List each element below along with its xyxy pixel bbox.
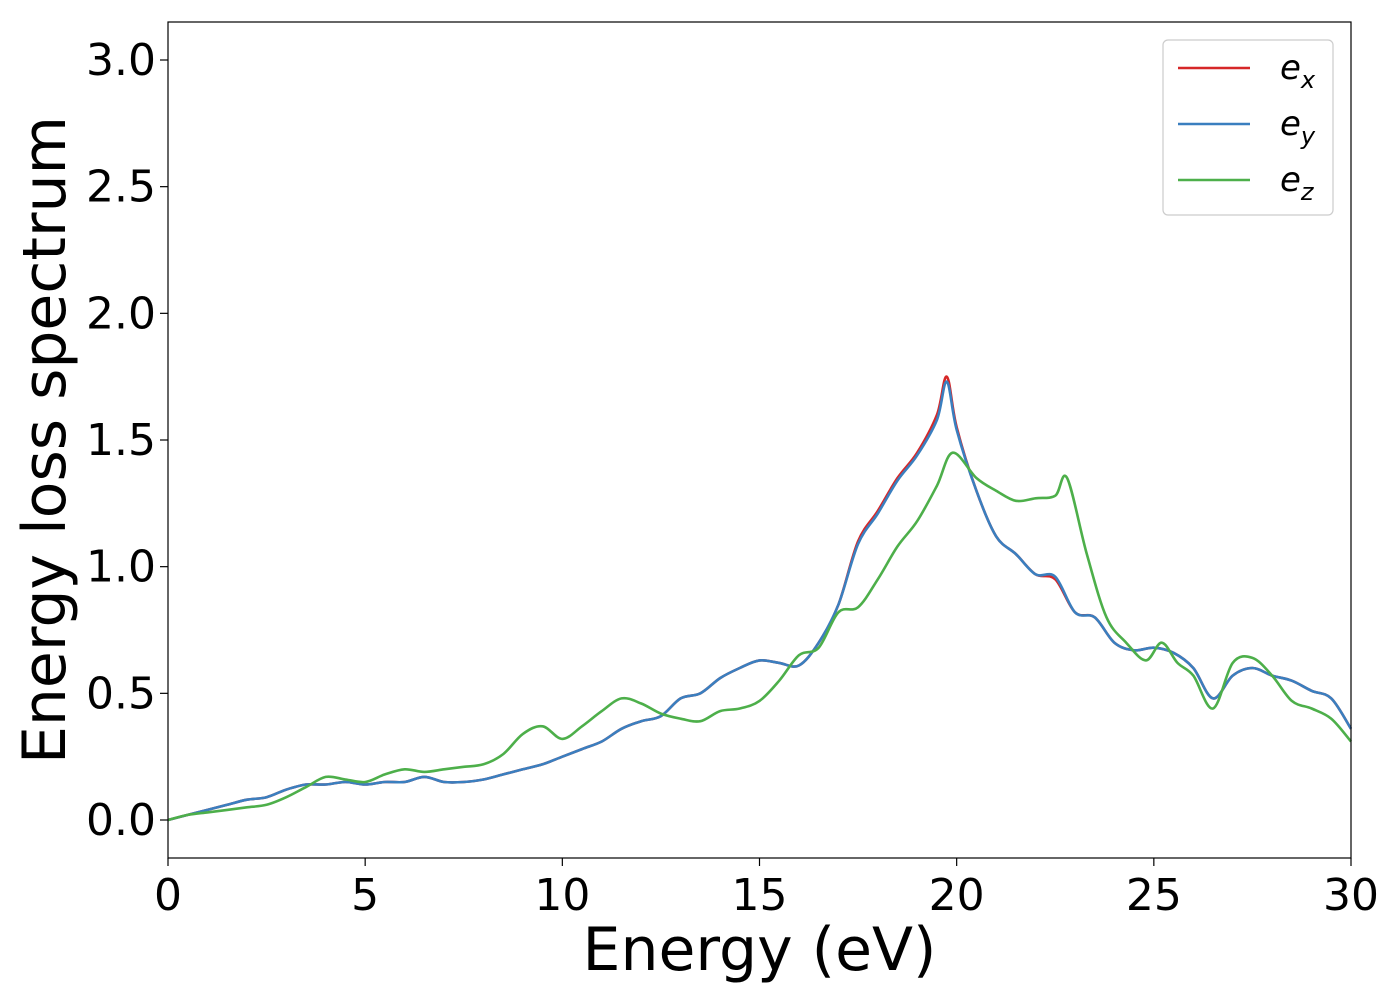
y-tick-label: 1.5 xyxy=(86,415,156,466)
y-tick-label: 0.5 xyxy=(86,668,156,719)
y-axis-title: Energy loss spectrum xyxy=(10,116,80,764)
y-tick-label: 3.0 xyxy=(86,35,156,86)
y-tick-label: 2.5 xyxy=(86,162,156,213)
legend-box xyxy=(1162,39,1334,216)
y-tick-label: 1.0 xyxy=(86,542,156,593)
y-tick-label: 0.0 xyxy=(86,795,156,846)
x-tick-label: 30 xyxy=(1323,870,1379,921)
x-tick-label: 25 xyxy=(1126,870,1182,921)
x-axis-title: Energy (eV) xyxy=(583,915,937,985)
series-line-z xyxy=(167,451,1352,822)
series-line-y xyxy=(167,380,1353,822)
y-tick-label: 2.0 xyxy=(86,288,156,339)
series-line-x xyxy=(167,375,1353,822)
x-tick-label: 20 xyxy=(929,870,985,921)
x-tick-label: 10 xyxy=(534,870,590,921)
x-tick-label: 5 xyxy=(351,870,379,921)
x-axis: 0 5 10 15 20 25 30 xyxy=(154,858,1379,921)
series-lines xyxy=(167,375,1353,822)
x-tick-label: 15 xyxy=(732,870,788,921)
x-tick-label: 0 xyxy=(154,870,182,921)
y-axis: 0.0 0.5 1.0 1.5 2.0 2.5 3.0 xyxy=(86,35,168,846)
